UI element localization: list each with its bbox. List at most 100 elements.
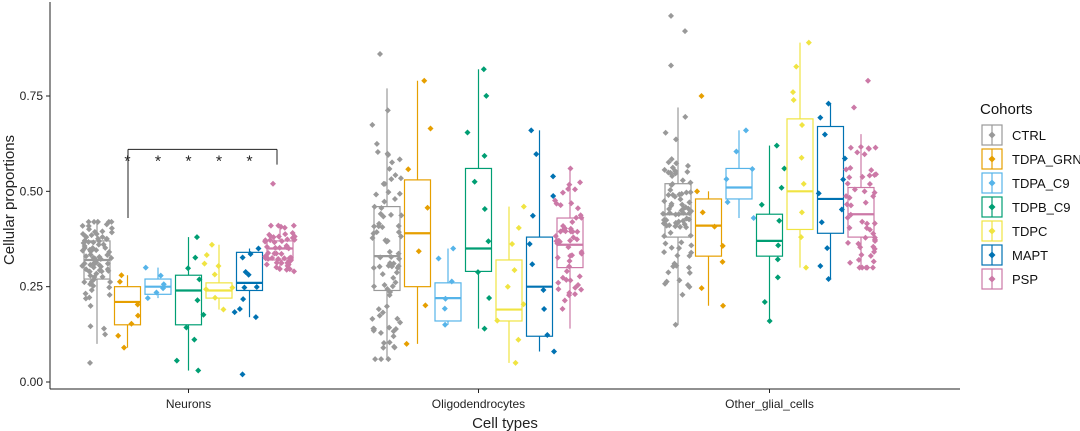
outlier-point xyxy=(865,77,871,84)
data-point xyxy=(102,331,109,338)
data-point xyxy=(108,229,115,236)
data-point xyxy=(422,302,429,309)
data-point xyxy=(577,179,584,186)
data-point xyxy=(793,63,800,70)
data-point xyxy=(552,233,559,240)
data-point xyxy=(567,252,574,259)
box-MAPT-Neurons xyxy=(231,245,264,321)
legend-item-MAPT: MAPT xyxy=(981,244,1048,266)
data-point xyxy=(376,312,383,319)
data-point xyxy=(774,256,781,263)
data-point xyxy=(397,319,404,326)
data-point xyxy=(486,294,493,301)
legend-item-TDPA_GRN: TDPA_GRN xyxy=(981,148,1080,170)
data-point xyxy=(869,264,876,271)
box-TDPA_GRN-Oligodendrocytes xyxy=(403,77,434,347)
data-point xyxy=(481,325,488,332)
data-point xyxy=(668,200,675,207)
box-iqr xyxy=(694,198,723,257)
data-point xyxy=(566,257,573,264)
data-point xyxy=(719,242,726,249)
box-iqr xyxy=(434,282,462,322)
legend-item-PSP: PSP xyxy=(981,268,1038,290)
data-point xyxy=(380,344,387,351)
data-point xyxy=(106,291,113,298)
data-point xyxy=(661,249,668,256)
data-point xyxy=(273,259,280,266)
data-point xyxy=(85,222,92,229)
data-point xyxy=(750,215,757,222)
data-point xyxy=(376,263,383,270)
data-point xyxy=(526,241,533,248)
data-point xyxy=(719,258,726,265)
data-point xyxy=(568,200,575,207)
data-point xyxy=(761,298,768,305)
data-point xyxy=(270,234,277,241)
outlier-point xyxy=(239,371,246,378)
significance-star: * xyxy=(155,153,161,170)
data-point xyxy=(552,197,559,204)
data-point xyxy=(818,219,825,226)
data-point xyxy=(396,190,403,197)
data-point xyxy=(394,315,401,322)
outlier-point xyxy=(377,51,383,58)
legend-key-icon xyxy=(988,179,996,187)
data-point xyxy=(373,191,380,198)
data-point xyxy=(385,356,392,363)
data-point xyxy=(551,348,558,355)
data-point xyxy=(108,218,115,225)
box-TDPB_C9-Neurons xyxy=(173,234,207,374)
data-point xyxy=(865,145,872,152)
data-point xyxy=(481,152,488,159)
data-point xyxy=(574,228,581,235)
data-point xyxy=(87,261,94,268)
box-PSP-Neurons xyxy=(262,222,298,275)
data-point xyxy=(528,127,535,134)
legend: Cohorts CTRL TDPA_GRN TDPA_C9 TDPB_C9 TDPC MA… xyxy=(980,101,1080,290)
data-point xyxy=(720,302,727,309)
data-point xyxy=(790,96,797,103)
data-point xyxy=(683,215,690,222)
data-point xyxy=(665,191,672,198)
legend-label: TDPC xyxy=(1012,224,1047,239)
data-point xyxy=(375,306,382,313)
data-point xyxy=(415,248,422,255)
data-point xyxy=(686,252,693,259)
box-TDPC-Oligodendrocytes xyxy=(494,203,527,366)
data-point xyxy=(239,254,246,261)
data-point xyxy=(107,278,114,285)
data-point xyxy=(378,356,385,363)
data-point xyxy=(846,224,853,231)
data-point xyxy=(398,212,405,219)
significance-star: * xyxy=(216,153,222,170)
data-point xyxy=(661,166,668,173)
data-point xyxy=(392,172,399,179)
data-point xyxy=(682,113,689,120)
y-tick-label: 0.25 xyxy=(20,280,44,294)
data-point xyxy=(381,281,388,288)
data-point xyxy=(142,264,149,271)
outlier-point xyxy=(270,180,276,187)
data-point xyxy=(386,248,393,255)
data-point xyxy=(390,274,397,281)
data-point xyxy=(800,180,807,187)
data-point xyxy=(252,314,259,321)
data-point xyxy=(569,228,576,235)
data-point xyxy=(242,268,249,275)
data-point xyxy=(529,212,536,219)
data-point xyxy=(389,159,396,166)
box-iqr xyxy=(495,259,523,322)
data-point xyxy=(678,239,685,246)
data-point xyxy=(144,295,151,302)
data-point xyxy=(778,184,785,191)
data-point xyxy=(381,180,388,187)
data-point xyxy=(267,237,274,244)
data-point xyxy=(567,237,574,244)
data-point xyxy=(854,149,861,156)
data-point xyxy=(384,238,391,245)
data-point xyxy=(698,285,705,292)
data-point xyxy=(236,305,243,312)
data-point xyxy=(667,229,674,236)
data-point xyxy=(557,228,564,235)
data-point xyxy=(379,271,386,278)
